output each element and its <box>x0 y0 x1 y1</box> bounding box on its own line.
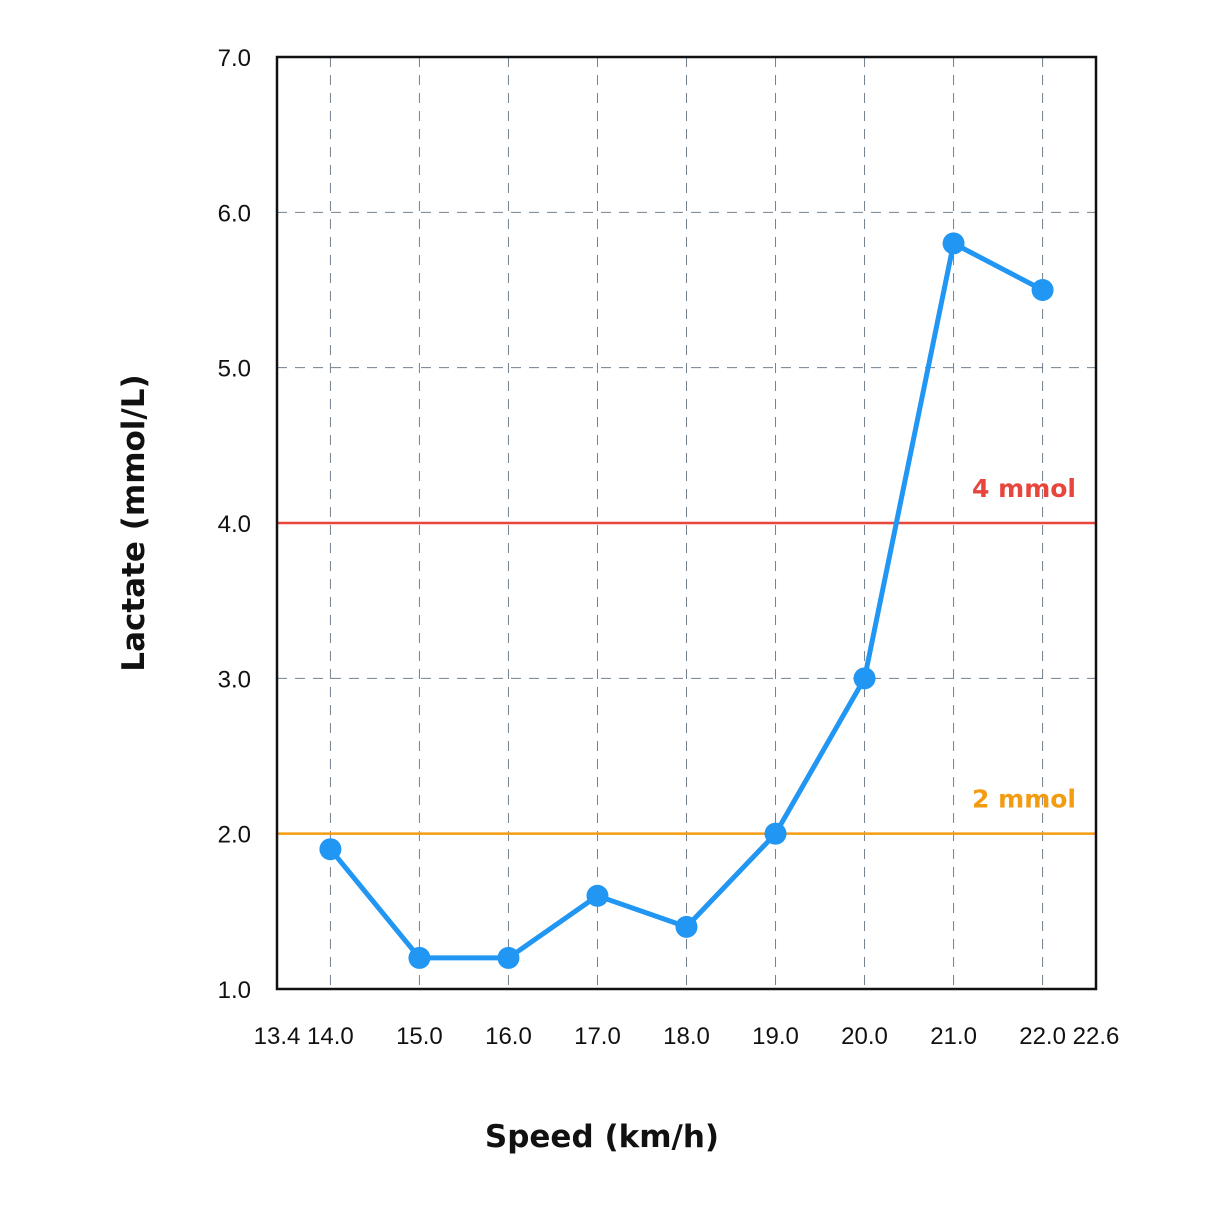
data-point <box>1031 279 1054 301</box>
x-tick-label: 21.0 <box>930 1023 977 1050</box>
y-tick-label: 5.0 <box>218 356 251 383</box>
ref-line-label: 4 mmol <box>972 474 1076 503</box>
x-tick-label: 18.0 <box>663 1023 710 1050</box>
data-point <box>319 838 342 861</box>
x-tick-label: 13.4 <box>254 1023 301 1050</box>
y-tick-label: 4.0 <box>218 511 251 538</box>
x-tick-label: 19.0 <box>752 1023 799 1050</box>
data-point <box>942 232 965 255</box>
x-axis-title: Speed (km/h) <box>485 1119 719 1155</box>
tick-labels: 1.0 2.0 3.0 4.0 5.0 6.0 7.0 13.4 14.0 15.0 16.0 17.… <box>218 45 1120 1050</box>
x-tick-label: 20.0 <box>841 1023 888 1050</box>
x-tick-label: 22.6 <box>1073 1023 1120 1050</box>
y-tick-label: 3.0 <box>218 666 251 693</box>
y-tick-label: 6.0 <box>218 200 251 227</box>
data-point <box>853 667 876 690</box>
ref-line-label: 2 mmol <box>972 785 1076 814</box>
reference-lines: 4 mmol 2 mmol <box>277 474 1096 835</box>
series <box>319 232 1054 969</box>
data-point <box>586 884 609 907</box>
data-point <box>675 915 698 938</box>
y-tick-label: 7.0 <box>218 45 251 72</box>
y-axis-title: Lactate (mmol/L) <box>116 374 152 671</box>
y-tick-label: 2.0 <box>218 822 251 849</box>
data-point <box>408 946 431 969</box>
x-tick-label: 22.0 <box>1019 1023 1066 1050</box>
data-point <box>497 946 520 969</box>
data-point <box>764 822 787 845</box>
y-tick-label: 1.0 <box>218 977 251 1004</box>
x-tick-label: 16.0 <box>485 1023 532 1050</box>
x-tick-label: 17.0 <box>574 1023 621 1050</box>
x-tick-label: 15.0 <box>396 1023 443 1050</box>
plot-frame <box>275 55 1098 991</box>
x-tick-label: 14.0 <box>307 1023 354 1050</box>
